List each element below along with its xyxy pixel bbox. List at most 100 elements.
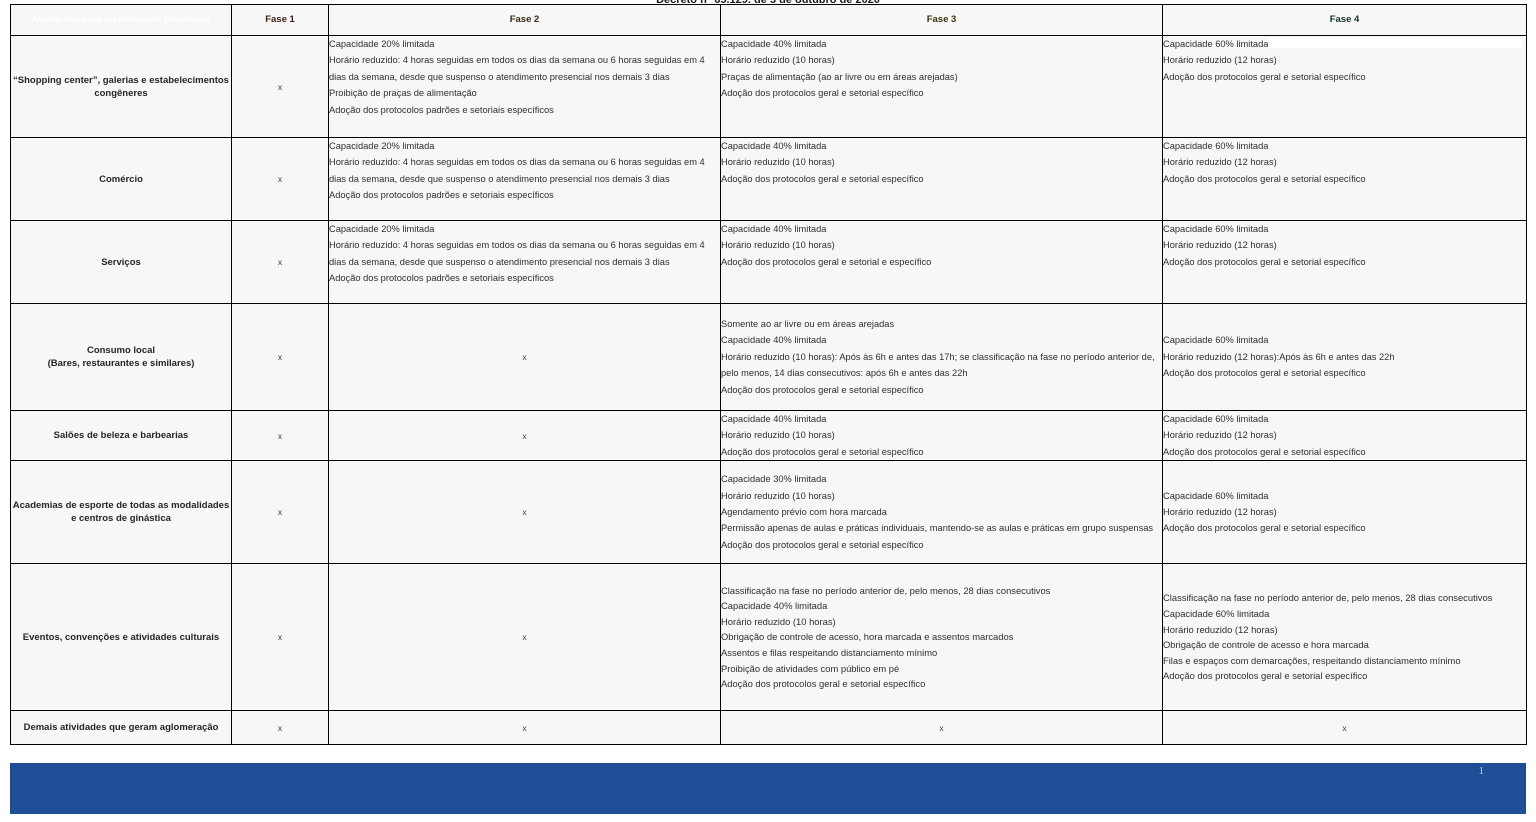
table-row: Demais atividades que geram aglomeração x…: [10, 710, 1527, 746]
cell-fase-4-conditions: Capacidade 60% limitada Horário reduzido …: [1162, 220, 1527, 304]
cell-fase-2-mark: x: [328, 563, 721, 712]
cell-fase-3-conditions: Capacidade 30% limitada Horário reduzido …: [720, 460, 1163, 565]
condition-line: Horário reduzido (10 horas): [721, 157, 835, 168]
row-activity-label: “Shopping center”, galerias e estabeleci…: [10, 35, 232, 138]
cell-fase-3-conditions: Capacidade 40% limitada Horário reduzido …: [720, 409, 1163, 462]
condition-line: Horário reduzido: 4 horas seguidas em to…: [329, 240, 705, 267]
cell-fase-3-conditions: Somente ao ar livre ou em áreas arejadas…: [720, 303, 1163, 411]
row-activity-label: Demais atividades que geram aglomeração: [10, 710, 232, 746]
condition-line: Capacidade 60% limitada: [1163, 141, 1269, 151]
condition-line: Capacidade 40% limitada: [721, 39, 827, 49]
cell-fase-4-conditions: Capacidade 60% limitada Horário reduzido …: [1162, 460, 1527, 565]
condition-line: Horário reduzido (12 horas): [1163, 623, 1278, 635]
condition-line: Horário reduzido (12 horas):Após às 6h e…: [1163, 351, 1395, 362]
condition-line: Adoção dos protocolos geral e setorial e…: [1163, 446, 1366, 457]
cell-fase-3-conditions: Capacidade 40% limitada Horário reduzido …: [720, 220, 1163, 304]
condition-line: Horário reduzido (12 horas): [1163, 240, 1277, 251]
condition-line: Adoção dos protocolos geral e setorial e…: [721, 539, 924, 550]
condition-line: Horário reduzido (10 horas): [721, 55, 835, 66]
condition-line: Capacidade 20% limitada: [329, 224, 435, 234]
condition-line: Obrigação de controle de acesso e hora m…: [1163, 639, 1369, 651]
cell-fase-1-mark: x: [231, 35, 329, 138]
condition-line: Horário reduzido (10 horas): [721, 430, 835, 441]
cell-fase-1-mark: x: [231, 710, 329, 746]
condition-line: Adoção dos protocolos geral e setorial e…: [1163, 71, 1366, 82]
table-row: Serviços x Capacidade 20% limitada Horário …: [10, 220, 1527, 304]
condition-line: Horário reduzido (10 horas): Após às 6h …: [721, 351, 1155, 379]
condition-line: Capacidade 60% limitada: [1163, 335, 1269, 346]
condition-line: Horário reduzido (12 horas): [1163, 507, 1277, 518]
condition-line: Horário reduzido (12 horas): [1163, 430, 1277, 441]
cell-fase-4-conditions: Capacidade 60% limitada Horário reduzido …: [1162, 35, 1527, 138]
row-activity-label: Eventos, convenções e atividades cultura…: [10, 563, 232, 712]
table-header-row: Atividades com atendimento presencial Fa…: [10, 4, 1527, 36]
cell-fase-2-conditions: Capacidade 20% limitada Horário reduzido:…: [328, 137, 721, 221]
condition-line: Horário reduzido (12 horas): [1163, 55, 1277, 66]
cell-fase-2-conditions: Capacidade 20% limitada Horário reduzido:…: [328, 220, 721, 304]
condition-line: Horário reduzido (10 horas): [721, 240, 835, 251]
cell-fase-4-conditions: Classificação na fase no período anterio…: [1162, 563, 1527, 712]
cell-fase-4-conditions: Capacidade 60% limitada Horário reduzido …: [1162, 303, 1527, 411]
condition-line: Capacidade 40% limitada: [721, 335, 827, 346]
condition-line: Adoção dos protocolos geral e setorial e…: [721, 88, 924, 99]
cell-fase-4-mark: x: [1162, 710, 1527, 746]
cell-fase-1-mark: x: [231, 137, 329, 221]
table-row: Academias de esporte de todas as modalid…: [10, 460, 1527, 565]
condition-line: Adoção dos protocolos padrões e setoriai…: [329, 104, 554, 115]
row-activity-label: Salões de beleza e barbearias: [10, 409, 232, 462]
condition-line: Obrigação de controle de acesso, hora ma…: [721, 631, 1014, 643]
condition-line: Assentos e filas respeitando distanciame…: [721, 647, 938, 659]
cell-fase-1-mark: x: [231, 460, 329, 565]
table-row: Comércio x Capacidade 20% limitada Horário …: [10, 137, 1527, 221]
condition-line: Adoção dos protocolos geral e setorial e…: [721, 446, 924, 457]
cell-fase-4-conditions: Capacidade 60% limitada Horário reduzido …: [1162, 137, 1527, 221]
row-activity-label: Comércio: [10, 137, 232, 221]
condition-line: Proibição de atividades com público em p…: [721, 662, 900, 674]
condition-line: Adoção dos protocolos geral e setorial e…: [721, 678, 926, 690]
condition-line: Praças de alimentação (ao ar livre ou em…: [721, 71, 958, 82]
cell-fase-2-mark: x: [328, 460, 721, 565]
table-header: Atividades com atendimento presencial Fa…: [10, 4, 1527, 36]
cell-fase-1-mark: x: [231, 563, 329, 712]
cell-fase-2-mark: x: [328, 303, 721, 411]
cell-fase-2-conditions: Capacidade 20% limitada Horário reduzido:…: [328, 35, 721, 138]
condition-line: Horário reduzido: 4 horas seguidas em to…: [329, 157, 705, 184]
condition-line: Adoção dos protocolos geral e setorial e…: [1163, 256, 1366, 267]
condition-line: Adoção dos protocolos geral e setorial e…: [1163, 368, 1366, 379]
condition-line: Capacidade 60% limitada: [1163, 414, 1269, 424]
condition-line: Capacidade 60% limitada: [1163, 608, 1270, 620]
cell-fase-3-conditions: Classificação na fase no período anterio…: [720, 563, 1163, 712]
cell-fase-1-mark: x: [231, 303, 329, 411]
condition-line: Capacidade 60% limitada: [1163, 224, 1269, 234]
column-header-activity: Atividades com atendimento presencial: [10, 4, 232, 36]
column-header-fase-2: Fase 2: [328, 4, 721, 36]
condition-line: Capacidade 20% limitada: [329, 141, 435, 151]
condition-line: Somente ao ar livre ou em áreas arejadas: [721, 318, 895, 329]
cell-fase-3-conditions: Capacidade 40% limitada Horário reduzido …: [720, 35, 1163, 138]
table-body: “Shopping center”, galerias e estabeleci…: [10, 35, 1527, 746]
footer-band: 1: [10, 763, 1526, 814]
condition-line: Filas e espaços com demarcações, respeit…: [1163, 654, 1461, 666]
condition-line: Adoção dos protocolos geral e setorial e…: [721, 384, 924, 395]
condition-line: Proibição de praças de alimentação: [329, 88, 477, 99]
document-title: Decreto n° 65.129, de 5 de outubro de 20…: [0, 0, 1536, 3]
row-activity-label: Consumo local (Bares, restaurantes e simi…: [10, 303, 232, 411]
condition-line: Capacidade 30% limitada: [721, 474, 827, 485]
table-row: Salões de beleza e barbearias x x Capacidad…: [10, 409, 1527, 462]
cell-fase-1-mark: x: [231, 409, 329, 462]
table-row: “Shopping center”, galerias e estabeleci…: [10, 35, 1527, 138]
condition-line: Adoção dos protocolos geral e setorial e…: [1163, 523, 1366, 534]
condition-line: Adoção dos protocolos padrões e setoriai…: [329, 190, 554, 201]
condition-line: Capacidade 40% limitada: [721, 600, 828, 612]
condition-line: Agendamento prévio com hora marcada: [721, 507, 887, 518]
condition-line: Horário reduzido (10 horas): [721, 490, 835, 501]
condition-line: Horário reduzido: 4 horas seguidas em to…: [329, 55, 705, 82]
condition-line: Horário reduzido (12 horas): [1163, 157, 1277, 168]
cell-fase-2-mark: x: [328, 710, 721, 746]
cell-fase-4-conditions: Capacidade 60% limitada Horário reduzido …: [1162, 409, 1527, 462]
condition-line: Adoção dos protocolos geral e setorial e…: [721, 173, 924, 184]
condition-line: Capacidade 60% limitada: [1163, 39, 1269, 49]
cell-fase-3-mark: x: [720, 710, 1163, 746]
condition-line: Classificação na fase no período anterio…: [1163, 592, 1493, 604]
condition-line: Capacidade 60% limitada: [1163, 490, 1269, 501]
